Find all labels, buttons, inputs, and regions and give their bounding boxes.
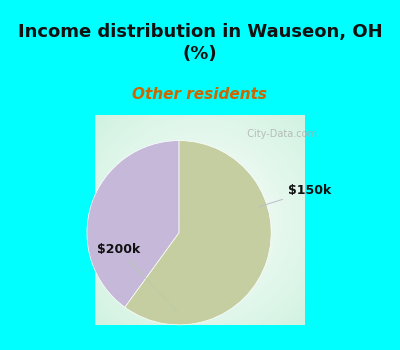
Wedge shape: [125, 141, 271, 325]
Text: City-Data.com: City-Data.com: [242, 130, 318, 139]
Text: Income distribution in Wauseon, OH
(%): Income distribution in Wauseon, OH (%): [18, 23, 382, 63]
Text: $150k: $150k: [259, 184, 331, 207]
Text: $200k: $200k: [97, 243, 177, 312]
Text: Other residents: Other residents: [132, 87, 268, 102]
Wedge shape: [87, 141, 179, 307]
